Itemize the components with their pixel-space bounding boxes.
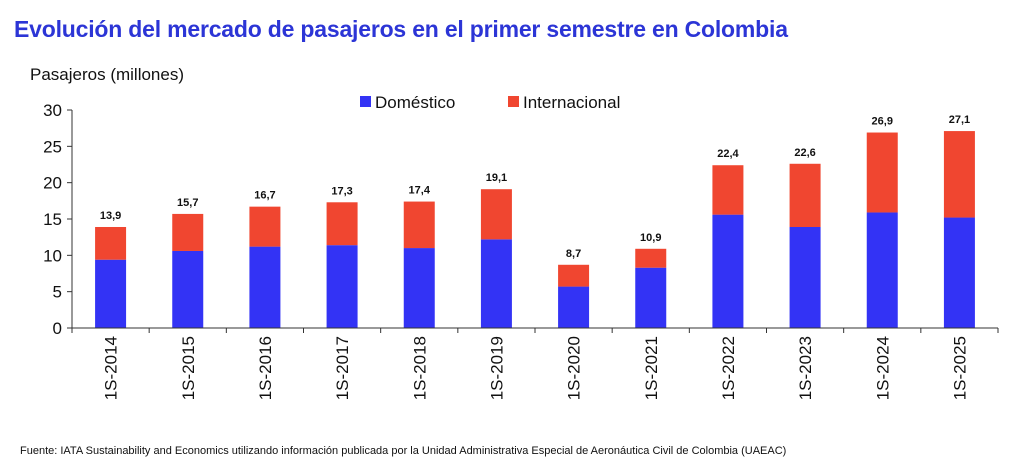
y-tick-label: 20 [43, 174, 62, 193]
bar-domestic [866, 212, 898, 328]
bar-domestic [480, 239, 512, 328]
bar-domestic [712, 214, 744, 328]
bar-international [712, 165, 744, 215]
bar-domestic [249, 246, 281, 328]
source-footnote: Fuente: IATA Sustainability and Economic… [20, 445, 787, 457]
total-labels: 13,9 15,7 16,7 17,3 17,4 19,1 8,7 10,9 22,4 22,6 2… [100, 114, 970, 260]
y-tick-label: 30 [43, 101, 62, 120]
x-tick-label: 1S-2018 [410, 336, 429, 400]
total-label: 13,9 [100, 210, 121, 222]
y-tick-label: 15 [43, 210, 62, 229]
total-label: 27,1 [949, 114, 970, 126]
bar-international [789, 163, 821, 227]
bar-domestic [789, 226, 821, 328]
legend-label-domestic: Doméstico [375, 93, 455, 112]
x-tick-label: 1S-2014 [102, 336, 121, 400]
total-label: 26,9 [872, 116, 893, 128]
bars [95, 131, 975, 328]
x-tick-label: 1S-2017 [333, 336, 352, 400]
total-label: 15,7 [177, 197, 198, 209]
x-tick-label: 1S-2025 [950, 336, 969, 400]
x-tick-label: 1S-2019 [487, 336, 506, 400]
chart-title: Evolución del mercado de pasajeros en el… [14, 16, 788, 42]
total-label: 16,7 [254, 190, 275, 202]
bar-domestic [943, 217, 975, 328]
total-label: 22,4 [717, 148, 739, 160]
x-tick-label: 1S-2023 [796, 336, 815, 400]
bar-international [249, 206, 281, 247]
x-tick-label: 1S-2022 [719, 336, 738, 400]
total-label: 10,9 [640, 232, 661, 244]
bar-international [635, 248, 667, 268]
x-tick-label: 1S-2015 [179, 336, 198, 400]
y-axis: 0 5 10 15 20 25 30 [43, 101, 73, 338]
y-tick-label: 10 [43, 246, 62, 265]
bar-international [403, 201, 435, 249]
bar-international [943, 131, 975, 218]
bar-international [866, 132, 898, 213]
x-tick-label: 1S-2021 [642, 336, 661, 400]
y-tick-label: 25 [43, 137, 62, 156]
total-label: 17,3 [331, 185, 352, 197]
bar-domestic [635, 267, 667, 328]
total-label: 17,4 [409, 185, 431, 197]
total-label: 22,6 [794, 147, 815, 159]
y-tick-label: 5 [53, 283, 62, 302]
bar-international [480, 189, 512, 240]
bar-domestic [558, 286, 590, 328]
x-tick-label: 1S-2024 [873, 336, 892, 400]
x-tick-label: 1S-2020 [565, 336, 584, 400]
legend-swatch-domestic [360, 96, 371, 107]
bar-domestic [172, 250, 204, 328]
x-tick-label: 1S-2016 [256, 336, 275, 400]
y-tick-label: 0 [53, 319, 62, 338]
legend-swatch-international [508, 96, 519, 107]
legend: Doméstico Internacional [360, 93, 620, 112]
bar-domestic [326, 245, 358, 328]
legend-label-international: Internacional [523, 93, 620, 112]
bar-domestic [403, 248, 435, 328]
total-label: 8,7 [566, 248, 581, 260]
total-label: 19,1 [486, 172, 507, 184]
y-axis-label: Pasajeros (millones) [30, 65, 184, 84]
bar-international [326, 202, 358, 246]
stacked-bar-chart: Pasajeros (millones) Doméstico Internaci… [30, 65, 999, 400]
bar-international [558, 264, 590, 287]
x-axis: 1S-2014 1S-2015 1S-2016 1S-2017 1S-2018 1S-20… [71, 327, 999, 400]
bar-international [95, 226, 127, 260]
bar-international [172, 213, 204, 251]
bar-domestic [95, 259, 127, 328]
